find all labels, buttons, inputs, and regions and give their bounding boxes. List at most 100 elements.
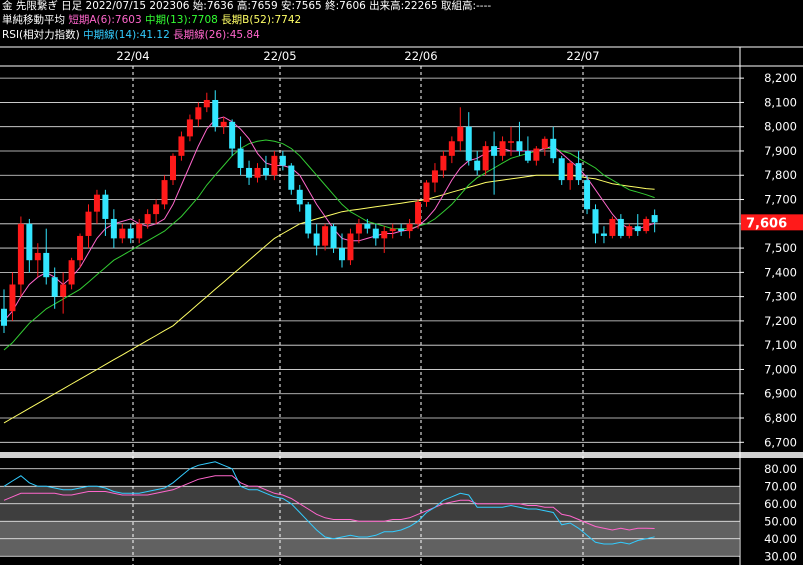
candle-body (347, 233, 354, 261)
candle-body (398, 228, 405, 232)
candle-body (279, 155, 286, 166)
price-tick-label: 7,000 (764, 362, 797, 376)
candle-body (600, 233, 607, 236)
candle-body (153, 204, 160, 215)
candle-body (9, 284, 16, 312)
candle-body (296, 189, 303, 205)
rsi-tick-label: 60.00 (764, 497, 797, 511)
candle-body (651, 215, 658, 223)
ma-mid-line (3, 139, 655, 351)
candle-body (381, 231, 388, 239)
candle-body (212, 99, 219, 127)
header-info-text: 金 先限繋ぎ 日足 2022/07/15 202306 始:7636 高:765… (2, 0, 492, 12)
month-label: 22/06 (404, 49, 437, 63)
candle-body (246, 167, 253, 178)
candle-body (237, 148, 244, 168)
candle-body (271, 155, 278, 176)
ma-title: 単純移動平均 (2, 14, 65, 26)
candle-body (322, 226, 329, 246)
candle-body (474, 160, 481, 171)
price-tick-label: 7,900 (764, 144, 797, 158)
price-tick-label: 7,500 (764, 241, 797, 255)
rsi-tick-label: 40.00 (764, 532, 797, 546)
candle-body (305, 204, 312, 234)
price-tick-label: 8,000 (764, 120, 797, 134)
candle-body (550, 138, 557, 159)
candle-body (389, 228, 396, 232)
candle-body (26, 223, 33, 261)
candle-body (634, 226, 641, 232)
rsi-mid-label: 中期線(14):41.12 (83, 29, 170, 41)
candle-body (584, 180, 591, 210)
candle-body (448, 141, 455, 156)
current-price-label: 7,606 (746, 216, 787, 231)
candle-body (203, 99, 210, 108)
candle-body (43, 252, 50, 278)
candle-body (372, 228, 379, 239)
candle-body (288, 165, 295, 190)
ma-long-line (3, 174, 655, 424)
month-label: 22/05 (263, 49, 296, 63)
candle-body (161, 180, 168, 205)
ma-short-line (3, 116, 655, 322)
rsi-legend: RSI(相対力指数) 中期線(14):41.12 長期線(26):45.84 (2, 29, 260, 42)
candle-body (68, 260, 75, 285)
candle-body (93, 194, 100, 212)
candle-body (330, 226, 337, 249)
month-label: 22/07 (566, 49, 599, 63)
candle-body (85, 211, 92, 236)
candle-body (533, 148, 540, 161)
candle-body (364, 223, 371, 229)
candle-body (440, 155, 447, 171)
candle-body (229, 121, 236, 149)
candle-body (77, 235, 84, 261)
candle-body (499, 141, 506, 156)
candle-body (423, 182, 430, 202)
pane-divider (0, 452, 803, 458)
candle-body (34, 252, 41, 261)
rsi-title: RSI(相対力指数) (2, 29, 80, 41)
candle-body (17, 223, 24, 285)
rsi-tick-label: 50.00 (764, 514, 797, 528)
price-tick-label: 7,100 (764, 338, 797, 352)
candle-body (558, 158, 565, 181)
price-tick-label: 6,700 (764, 435, 797, 449)
ma-short-label: 短期A(6):7603 (68, 14, 142, 26)
candle-body (617, 218, 624, 236)
candle-body (195, 107, 202, 120)
candle-body (339, 248, 345, 261)
candle-body (457, 126, 464, 142)
ma-mid-label: 中期(13):7708 (145, 14, 218, 26)
candle-body (220, 121, 227, 127)
candle-body (482, 146, 489, 171)
rsi-long-line (3, 475, 655, 531)
candle-body (1, 308, 7, 326)
candle-body (431, 170, 438, 183)
candle-body (313, 233, 320, 246)
candle-body (136, 223, 143, 239)
candle-body (609, 218, 616, 236)
header-info: 金 先限繋ぎ 日足 2022/07/15 202306 始:7636 高:765… (2, 0, 491, 13)
candle-body (524, 150, 531, 161)
candle-body (51, 277, 58, 297)
rsi-tick-label: 30.00 (764, 549, 797, 563)
candle-body (110, 218, 117, 239)
candle-body (355, 223, 362, 234)
price-tick-label: 7,400 (764, 265, 797, 279)
candle-body (643, 218, 650, 232)
price-tick-label: 6,800 (764, 411, 797, 425)
price-tick-label: 7,300 (764, 290, 797, 304)
candle-body (465, 126, 472, 161)
ma-legend: 単純移動平均 短期A(6):7603 中期(13):7708 長期B(52):7… (2, 14, 301, 27)
candle-body (415, 201, 422, 224)
price-tick-label: 8,200 (764, 71, 797, 85)
candle-body (178, 136, 185, 156)
candle-body (119, 228, 126, 239)
candle-body (144, 214, 151, 224)
candle-body (508, 141, 514, 143)
price-tick-label: 8,100 (764, 95, 797, 109)
price-tick-label: 7,700 (764, 193, 797, 207)
candle-body (592, 209, 599, 234)
candle-body (254, 167, 261, 178)
